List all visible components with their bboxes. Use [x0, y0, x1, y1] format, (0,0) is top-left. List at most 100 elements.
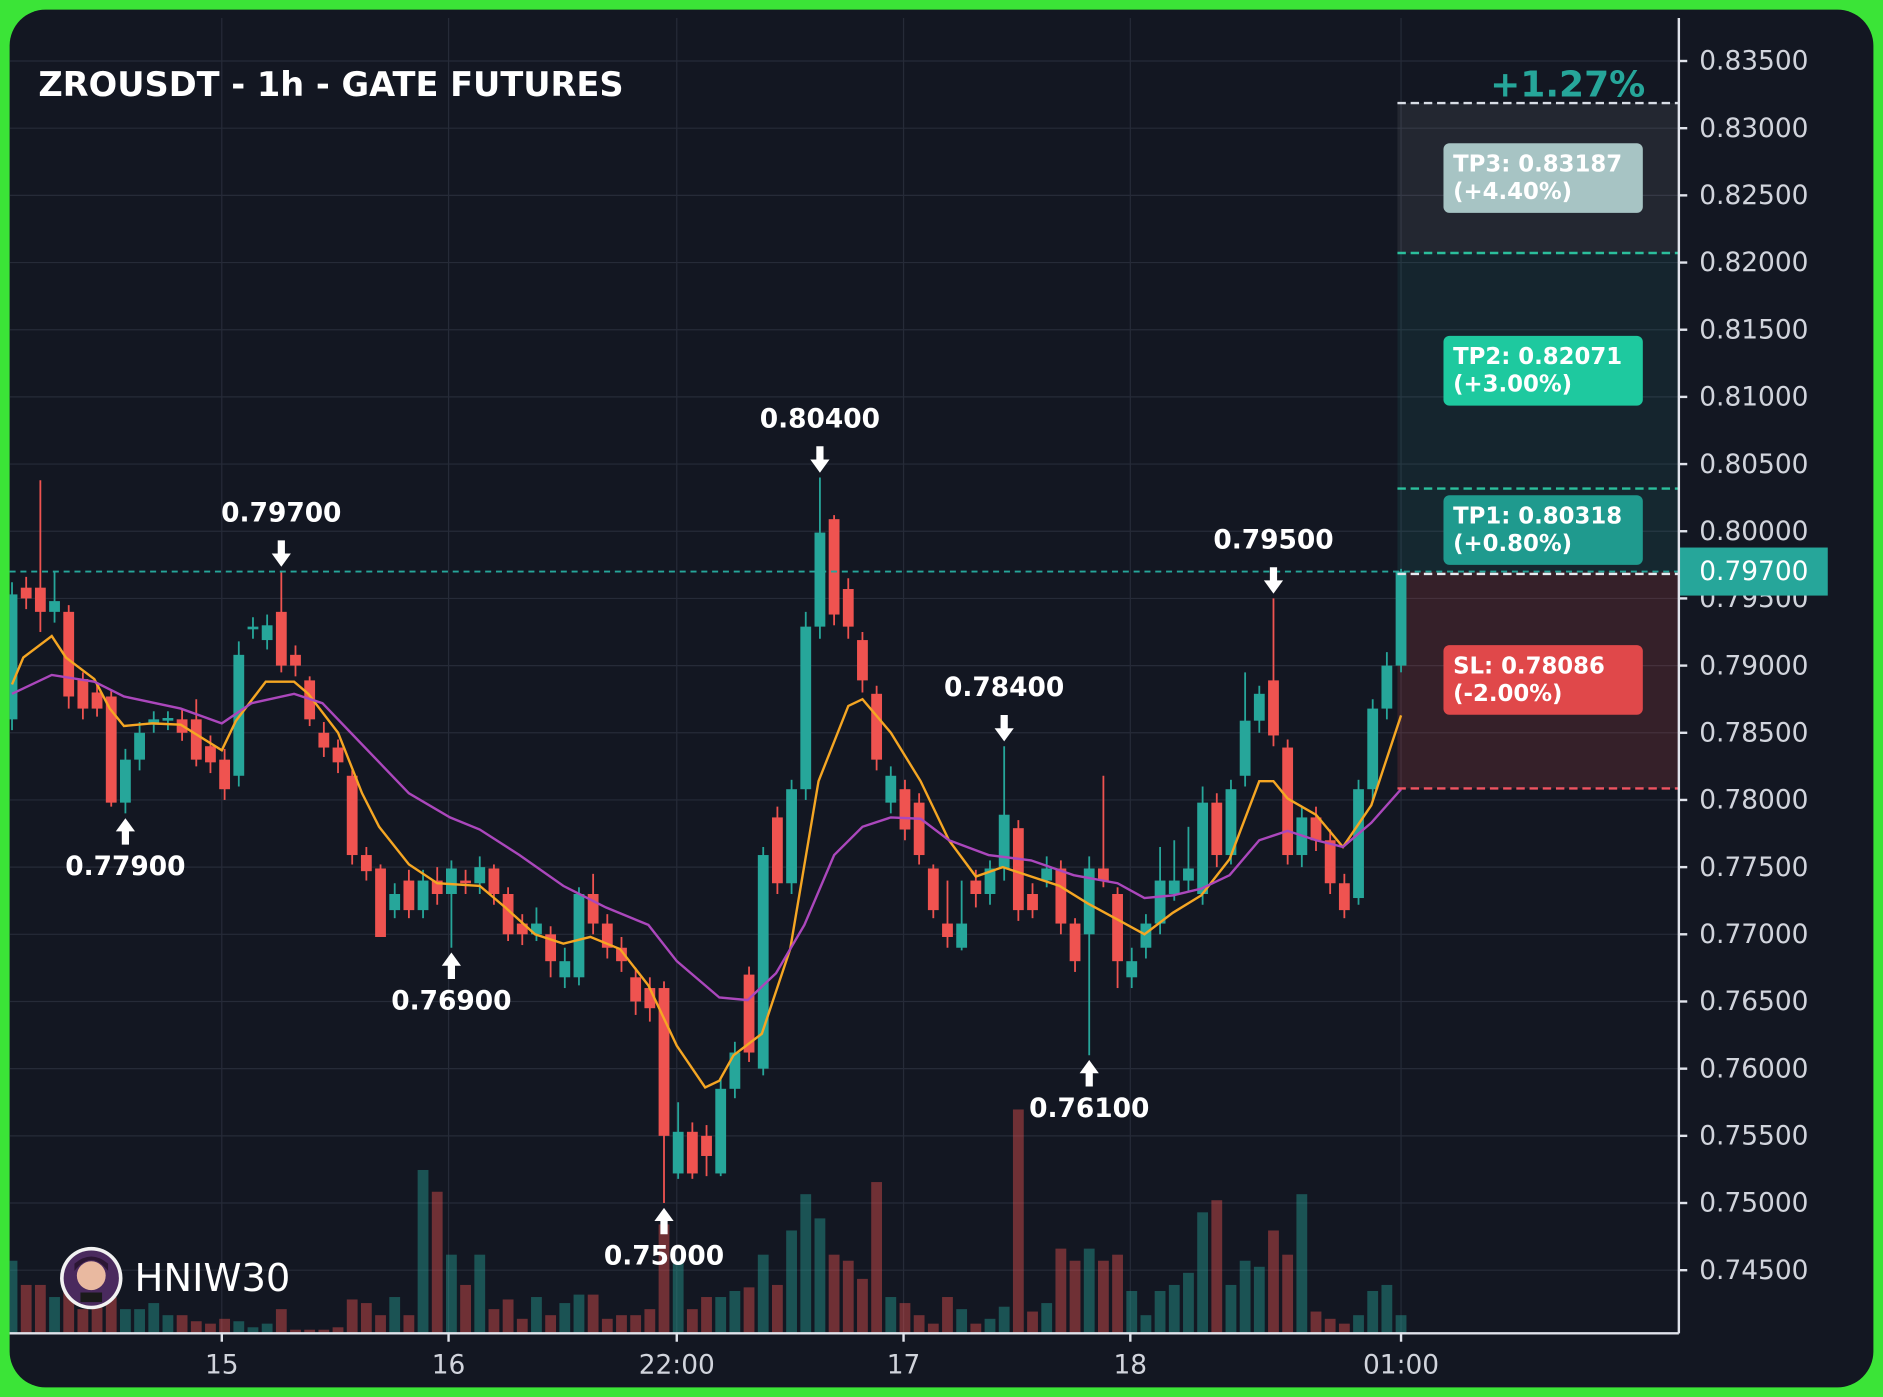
candle-body — [1041, 868, 1053, 881]
volume-bar — [63, 1290, 75, 1334]
candle-body — [403, 880, 415, 911]
y-tick-label: 0.74500 — [1699, 1255, 1808, 1286]
candle-body — [360, 855, 372, 872]
volume-bar — [1027, 1311, 1038, 1334]
candle-body — [757, 855, 769, 1069]
volume-bar — [1097, 1260, 1109, 1334]
volume-bar — [1268, 1230, 1279, 1334]
annotation-label: 0.79500 — [1213, 524, 1333, 555]
candle-body — [658, 988, 670, 1136]
y-tick-label: 0.83000 — [1699, 113, 1808, 144]
volume-bar — [474, 1254, 486, 1334]
candle-body — [899, 789, 911, 830]
volume-bar — [913, 1315, 925, 1334]
candle-body — [545, 934, 557, 962]
volume-bar — [34, 1284, 46, 1334]
candle-body — [1197, 802, 1209, 895]
candle-body — [1239, 720, 1251, 776]
candle-body — [431, 880, 443, 895]
volume-bar — [942, 1297, 953, 1334]
annotation-label: 0.76100 — [1029, 1093, 1149, 1124]
volume-bar — [828, 1254, 840, 1334]
volume-bar — [1168, 1284, 1180, 1334]
candle-body — [771, 817, 783, 884]
annotation-label: 0.78400 — [944, 672, 1064, 703]
volume-bar — [389, 1297, 401, 1334]
volume-bar — [1183, 1272, 1194, 1334]
candle-body — [1183, 868, 1194, 881]
volume-bar — [9, 1260, 18, 1334]
volume-bar — [1395, 1315, 1407, 1334]
candle-body — [1069, 923, 1081, 962]
volume-bar — [984, 1318, 996, 1334]
candle-body — [417, 880, 429, 911]
candle-body — [20, 587, 32, 599]
volume-bar — [743, 1287, 755, 1334]
volume-bar — [318, 1329, 330, 1334]
candle-body — [205, 746, 216, 763]
level-pct: (+4.40%) — [1453, 179, 1572, 205]
candle-body — [1353, 789, 1364, 899]
x-tick-label: 22:00 — [639, 1349, 715, 1380]
level-text: TP1: 0.80318 — [1453, 503, 1622, 529]
x-tick-label: 15 — [205, 1349, 239, 1380]
candle-body — [913, 802, 925, 856]
volume-bar — [49, 1297, 60, 1334]
annotation-label: 0.77900 — [65, 851, 185, 882]
candle-body — [1012, 828, 1024, 911]
volume-bar — [545, 1315, 557, 1334]
candle-body — [1168, 880, 1180, 895]
volume-bar — [885, 1297, 897, 1334]
volume-bar — [927, 1323, 939, 1334]
level-box — [1443, 143, 1643, 213]
volume-bar — [190, 1321, 202, 1334]
moving-average — [11, 673, 1402, 1002]
candle-body — [247, 626, 259, 630]
avatar — [60, 1246, 123, 1310]
candle-body — [970, 880, 982, 895]
volume-bar — [332, 1327, 344, 1334]
volume-bar — [1353, 1315, 1364, 1334]
candle-body — [1211, 802, 1223, 856]
volume-bar — [1126, 1290, 1138, 1334]
candle-body — [1126, 961, 1138, 978]
volume-bar — [205, 1323, 216, 1334]
level-box — [1443, 335, 1643, 406]
volume-bar — [956, 1309, 968, 1334]
candle-body — [1225, 789, 1237, 856]
candle-body — [644, 988, 656, 1009]
y-tick-label: 0.81000 — [1699, 382, 1808, 413]
volume-bar — [1253, 1266, 1265, 1334]
annotation-label: 0.76900 — [391, 985, 511, 1016]
candle-body — [1381, 665, 1393, 709]
level-text: TP3: 0.83187 — [1453, 151, 1622, 177]
volume-bar — [516, 1318, 528, 1334]
candle-body — [460, 880, 471, 884]
volume-bar — [1282, 1254, 1294, 1334]
volume-bar — [729, 1290, 741, 1334]
candle-body — [729, 1052, 741, 1089]
candle-body — [148, 719, 160, 725]
volume-bar — [134, 1309, 145, 1334]
volume-bar — [871, 1182, 883, 1334]
x-tick-label: 17 — [887, 1349, 921, 1380]
volume-bar — [1041, 1303, 1053, 1334]
candle-body — [998, 814, 1010, 869]
volume-bar — [120, 1309, 131, 1334]
candle-body — [290, 654, 301, 666]
volume-bar — [1381, 1284, 1393, 1334]
candle-body — [1282, 747, 1294, 856]
y-tick-label: 0.79000 — [1699, 650, 1808, 681]
annotation-label: 0.80400 — [760, 403, 880, 434]
moving-average — [10, 634, 1403, 1089]
volume-bar — [814, 1218, 826, 1334]
candle-body — [1395, 571, 1407, 666]
volume-bar — [417, 1169, 429, 1334]
volume-bar — [460, 1284, 471, 1334]
volume-bar — [842, 1260, 854, 1334]
candle-body — [715, 1088, 727, 1174]
price-tag-label: 0.79700 — [1699, 556, 1808, 587]
y-tick-label: 0.82500 — [1699, 180, 1808, 211]
volume-bar — [1296, 1194, 1308, 1334]
volume-bar — [630, 1315, 642, 1334]
